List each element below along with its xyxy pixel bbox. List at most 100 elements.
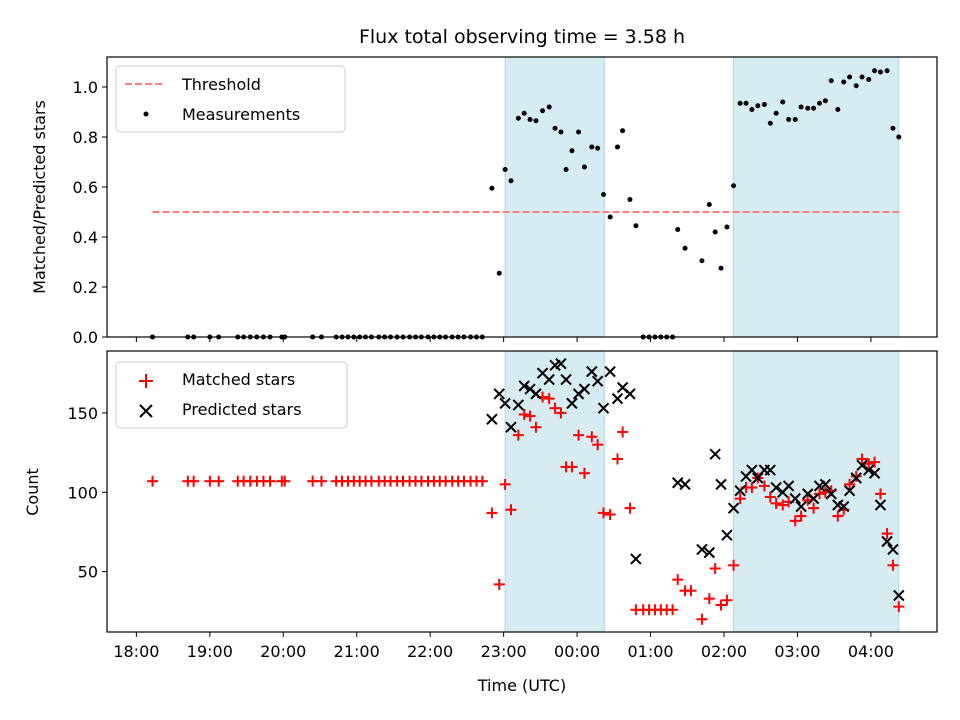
bottom-y-axis-label: Count xyxy=(23,468,42,516)
predicted-star-point xyxy=(505,421,517,433)
x-axis-label: Time (UTC) xyxy=(477,676,566,695)
measurement-point xyxy=(614,144,620,150)
bottom-legend-box xyxy=(115,361,348,429)
matched-star-point xyxy=(617,426,629,438)
measurement-point xyxy=(828,78,834,84)
predicted-star-point xyxy=(499,397,511,410)
top-legend: Threshold Measurements xyxy=(115,65,346,133)
measurement-point xyxy=(502,167,508,172)
measurement-point xyxy=(533,118,539,124)
top-y-tick-label: 0.0 xyxy=(73,328,98,347)
matched-star-point xyxy=(213,475,225,487)
measurement-point xyxy=(540,108,546,114)
predicted-star-point xyxy=(696,543,708,556)
predicted-star-point xyxy=(512,399,525,411)
matched-star-point xyxy=(844,478,856,490)
measurement-point xyxy=(798,104,804,110)
chart-title: Flux total observing time = 3.58 h xyxy=(359,26,685,48)
predicted-star-point xyxy=(566,397,578,410)
top-panel: 0.0 0.2 0.4 0.6 0.8 1.0 Matched/Predicted sta… xyxy=(30,56,938,347)
measurement-point xyxy=(515,115,521,121)
predicted-star-point xyxy=(493,388,505,400)
measurement-point xyxy=(620,128,626,134)
x-tick-label: 04:00 xyxy=(848,642,894,661)
measurement-point xyxy=(749,107,755,112)
predicted-star-point xyxy=(789,492,801,505)
predicted-star-point xyxy=(591,375,604,387)
matched-star-point xyxy=(264,475,276,487)
top-shaded-interval xyxy=(504,56,605,338)
x-tick-label: 02:00 xyxy=(701,642,747,661)
measurement-point xyxy=(589,144,595,150)
bottom-legend: Matched stars Predicted stars xyxy=(115,361,348,429)
measurement-point xyxy=(489,185,495,191)
measurement-point xyxy=(558,129,564,135)
matched-star-point xyxy=(549,402,561,414)
top-y-tick-label: 0.8 xyxy=(73,128,98,147)
matched-star-point xyxy=(505,504,517,516)
matched-star-point xyxy=(746,482,758,494)
measurement-point xyxy=(508,178,514,184)
top-y-tick-label: 0.2 xyxy=(73,278,98,297)
matched-star-point xyxy=(795,510,807,522)
measurement-point xyxy=(890,125,896,131)
measurement-point xyxy=(835,107,841,112)
matched-star-point xyxy=(764,491,776,503)
matched-star-point xyxy=(667,604,679,616)
predicted-star-point xyxy=(624,388,636,400)
matched-star-point xyxy=(758,480,770,492)
predicted-star-point xyxy=(679,478,691,491)
matched-star-point xyxy=(721,594,733,606)
predicted-star-point xyxy=(795,500,807,513)
top-y-tick-label: 0.6 xyxy=(73,178,98,197)
matched-star-point xyxy=(881,528,893,540)
top-y-tick-label: 0.4 xyxy=(73,228,98,247)
measurement-point xyxy=(841,79,847,85)
predicted-star-point xyxy=(543,373,555,386)
matched-star-point xyxy=(518,409,530,421)
matched-star-point xyxy=(869,456,881,468)
matched-star-point xyxy=(188,475,200,487)
measurement-point xyxy=(699,258,705,264)
measurement-point xyxy=(755,103,761,109)
matched-stars-layer xyxy=(147,391,905,625)
measurement-point xyxy=(712,229,718,235)
measurement-point xyxy=(805,105,811,111)
matched-star-point xyxy=(850,470,862,482)
matched-star-point xyxy=(685,585,697,597)
matched-star-point xyxy=(604,509,616,521)
matched-star-point xyxy=(856,453,868,465)
measurement-point xyxy=(743,100,749,106)
predicted-star-point xyxy=(721,529,733,541)
top-y-axis-label: Matched/Predicted stars xyxy=(30,100,49,294)
predicted-stars-layer xyxy=(486,357,905,602)
measurement-point xyxy=(847,74,853,80)
measurement-point xyxy=(896,134,902,140)
matched-star-point xyxy=(734,493,746,505)
predicted-star-point xyxy=(856,459,868,472)
predicted-star-point xyxy=(586,365,598,378)
measurement-point xyxy=(595,145,601,151)
matched-star-point xyxy=(789,515,801,527)
matched-star-point xyxy=(813,488,825,500)
matched-star-point xyxy=(832,510,844,522)
bottom-panel: 50 100 150 18:00 19:00 20:00 21:00 22:00 23:00 0… xyxy=(23,350,938,695)
matched-star-point xyxy=(893,601,905,613)
measurement-point xyxy=(496,270,502,276)
matched-star-point xyxy=(486,507,498,519)
matched-star-point xyxy=(315,475,327,487)
predicted-star-point xyxy=(734,484,746,497)
x-tick-label: 22:00 xyxy=(407,642,453,661)
x-tick-label: 19:00 xyxy=(187,642,233,661)
measurement-point xyxy=(627,197,633,202)
matched-star-point xyxy=(543,393,555,405)
top-shaded-interval xyxy=(733,56,900,338)
matched-star-point xyxy=(728,559,740,571)
bottom-shaded-interval xyxy=(733,350,900,633)
matched-star-point xyxy=(770,497,782,509)
matched-star-point xyxy=(499,478,511,490)
x-tick-label: 21:00 xyxy=(334,642,380,661)
measurement-point xyxy=(724,224,730,230)
x-tick-label: 23:00 xyxy=(481,642,527,661)
